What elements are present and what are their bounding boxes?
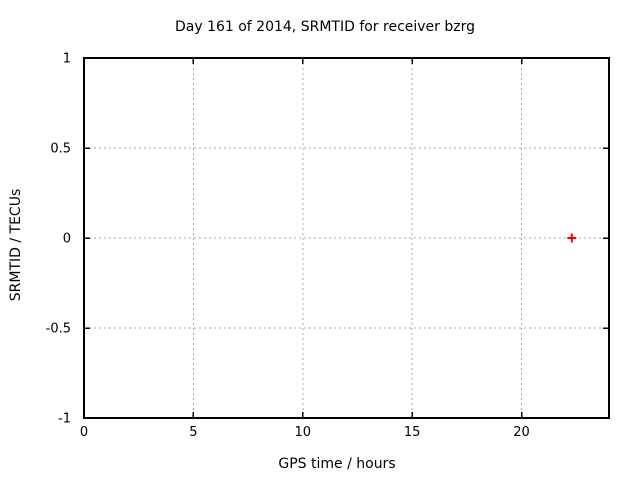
chart-title: Day 161 of 2014, SRMTID for receiver bzr… — [174, 19, 476, 35]
y-tick-label: 1 — [63, 52, 71, 67]
x-tick-label: 10 — [294, 425, 311, 440]
x-axis-label: GPS time / hours — [278, 456, 396, 472]
x-tick-label: 5 — [189, 425, 197, 440]
y-tick-label: -0.5 — [46, 322, 71, 337]
y-tick-label: -1 — [58, 412, 71, 427]
y-tick-label: 0 — [63, 232, 71, 247]
x-tick-label: 15 — [404, 425, 421, 440]
x-tick-label: 0 — [80, 425, 88, 440]
x-tick-label: 20 — [513, 425, 530, 440]
y-tick-label: 0.5 — [50, 142, 71, 157]
